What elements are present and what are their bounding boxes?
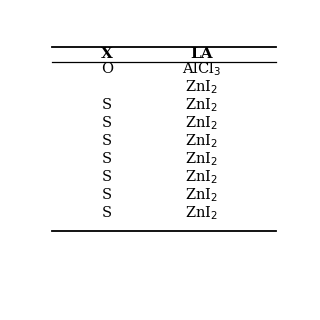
Text: ZnI$_2$: ZnI$_2$ xyxy=(185,168,218,186)
Text: ZnI$_2$: ZnI$_2$ xyxy=(185,186,218,204)
Text: S: S xyxy=(102,134,112,148)
Text: ZnI$_2$: ZnI$_2$ xyxy=(185,150,218,168)
Text: AlCl$_3$: AlCl$_3$ xyxy=(182,60,221,78)
Text: ZnI$_2$: ZnI$_2$ xyxy=(185,78,218,96)
Text: X: X xyxy=(101,47,113,61)
Text: ZnI$_2$: ZnI$_2$ xyxy=(185,96,218,114)
Text: S: S xyxy=(102,188,112,202)
Text: ZnI$_2$: ZnI$_2$ xyxy=(185,204,218,222)
Text: LA: LA xyxy=(190,47,212,61)
Text: S: S xyxy=(102,206,112,220)
Text: ZnI$_2$: ZnI$_2$ xyxy=(185,132,218,150)
Text: ZnI$_2$: ZnI$_2$ xyxy=(185,114,218,132)
Text: O: O xyxy=(101,62,113,76)
Text: S: S xyxy=(102,98,112,112)
Text: S: S xyxy=(102,170,112,184)
Text: S: S xyxy=(102,116,112,130)
Text: S: S xyxy=(102,152,112,166)
